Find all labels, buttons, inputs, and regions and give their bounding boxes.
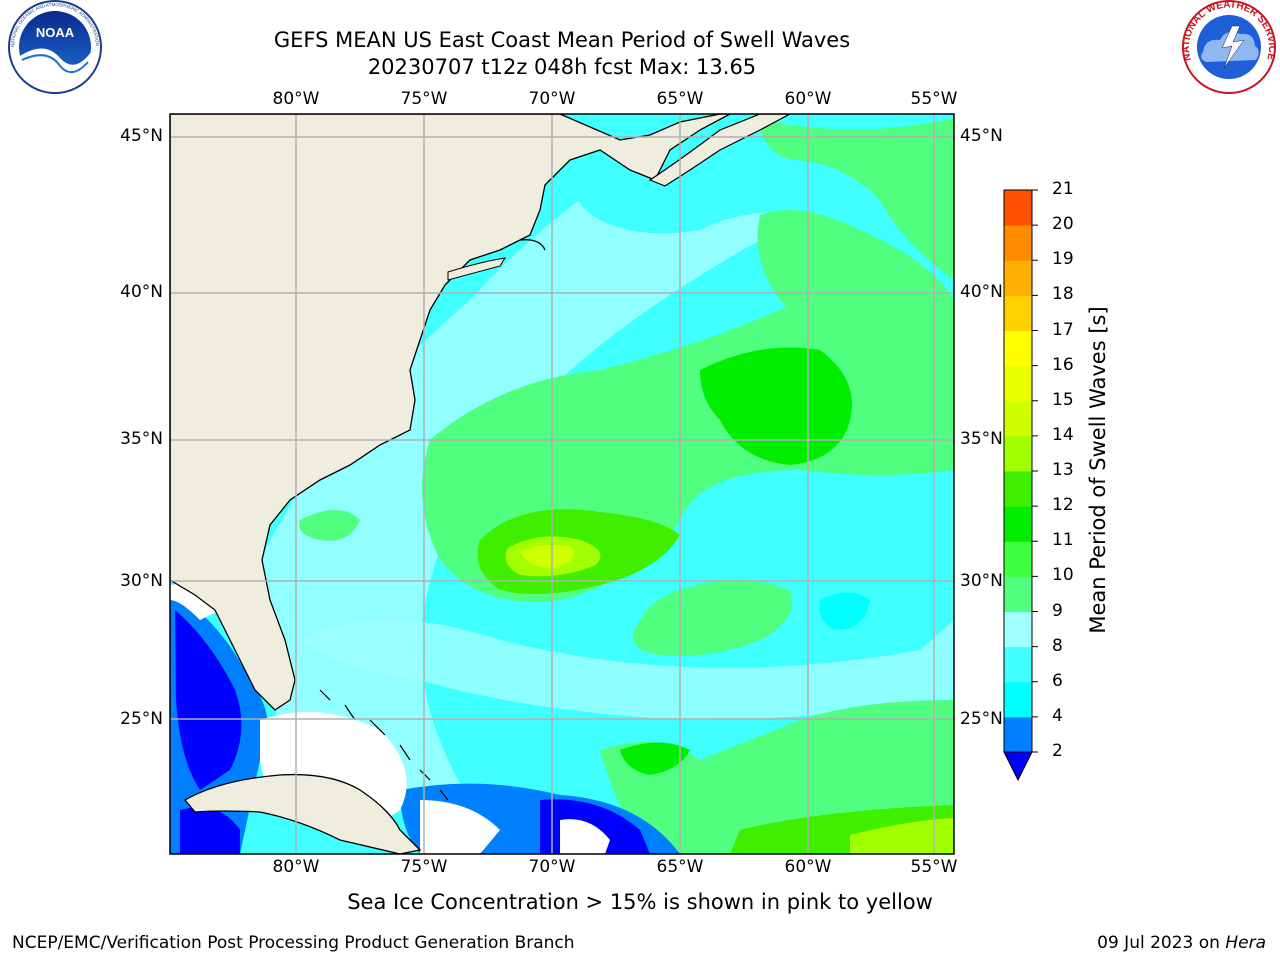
colorbar-tick-label: 12 [1052,495,1074,516]
colorbar-tick-label: 20 [1052,214,1074,235]
colorbar-tick-label: 4 [1052,705,1063,726]
lat-label-right: 40°N [960,282,1003,302]
lon-label-top: 55°W [910,89,958,109]
map-frame [169,113,955,855]
lon-label-top: 80°W [272,89,320,109]
lon-label-top: 70°W [528,89,576,109]
colorbar-tick-label: 9 [1052,600,1063,621]
colorbar-swatch [1004,295,1032,331]
lat-label-left: 30°N [120,571,163,591]
lon-label-bottom: 60°W [784,857,832,877]
machine-name: Hera [1225,933,1266,953]
cuba [184,773,422,854]
colorbar-tick-label: 14 [1052,424,1074,445]
generation-date: 09 Jul 2023 on Hera [1097,933,1266,953]
colorbar-swatch [1004,541,1032,577]
lat-label-left: 40°N [120,282,163,302]
colorbar-tick-label: 10 [1052,565,1074,586]
colorbar-swatch [1004,716,1032,753]
colorbar-tick-label: 19 [1052,249,1074,270]
colorbar-tick-label: 6 [1052,670,1063,691]
lat-label-left: 35°N [120,429,163,449]
colorbar-swatch [1004,225,1032,261]
lon-label-bottom: 70°W [528,857,576,877]
colorbar-tick-label: 13 [1052,460,1074,480]
lat-label-right: 30°N [960,571,1003,591]
chart-subtitle: 20230707 t12z 048h fcst Max: 13.65 [367,55,757,79]
colorbar-swatch [1004,576,1032,612]
colorbar-tick-label: 17 [1052,319,1074,340]
lon-label-bottom: 75°W [400,857,448,877]
colorbar-tick-label: 2 [1052,741,1063,761]
colorbar-swatch [1004,646,1032,683]
us-east-coast [170,114,731,711]
colorbar-swatch [1004,330,1032,367]
lat-label-right: 25°N [960,709,1003,729]
lat-label-left: 45°N [120,126,163,146]
producer-credit: NCEP/EMC/Verification Post Processing Pr… [12,933,575,953]
colorbar-swatch [1004,190,1032,226]
lon-label-top: 60°W [784,89,832,109]
nws-logo: NATIONAL WEATHER SERVICE [1181,0,1277,94]
colorbar-tick-label: 11 [1052,530,1074,551]
cape-cod [519,239,546,251]
graticule [170,114,954,854]
colorbar-swatch [1004,471,1032,507]
colorbar-tick-label: 21 [1052,179,1074,199]
colorbar-swatch [1004,681,1032,718]
colorbar-tick-label: 18 [1052,284,1074,305]
colorbar-tick-label: 15 [1052,389,1074,410]
colorbar-tick-label: 16 [1052,354,1074,375]
noaa-logo-text: NOAA [36,25,75,40]
colorbar-swatch [1004,365,1032,402]
nova-scotia [648,114,791,187]
colorbar-swatch [1004,260,1032,296]
colorbar-under-arrow [1003,751,1033,782]
land [170,114,791,854]
lon-label-bottom: 65°W [656,857,704,877]
lon-label-bottom: 80°W [272,857,320,877]
lon-label-bottom: 55°W [910,857,958,877]
bahamas-islands [319,689,449,801]
colorbar-swatch [1004,400,1032,437]
lat-label-right: 45°N [960,126,1003,146]
lat-label-left: 25°N [120,709,163,729]
colorbar-swatch [1004,611,1032,648]
colorbar-swatch [1004,506,1032,542]
colorbar-swatch [1004,435,1032,472]
colorbar-tick-label: 8 [1052,635,1063,656]
chart-title: GEFS MEAN US East Coast Mean Period of S… [273,28,851,52]
colorbar [1003,189,1038,782]
long-island [447,257,507,281]
sea-ice-note: Sea Ice Concentration > 15% is shown in … [347,890,933,914]
lon-label-top: 75°W [400,89,448,109]
lon-label-top: 65°W [656,89,704,109]
lat-label-right: 35°N [960,429,1003,449]
colorbar-label: Mean Period of Swell Waves [s] [1086,306,1110,634]
noaa-logo: NOAA NATIONAL OCEANIC AND ATMOSPHERIC AD… [0,0,102,94]
